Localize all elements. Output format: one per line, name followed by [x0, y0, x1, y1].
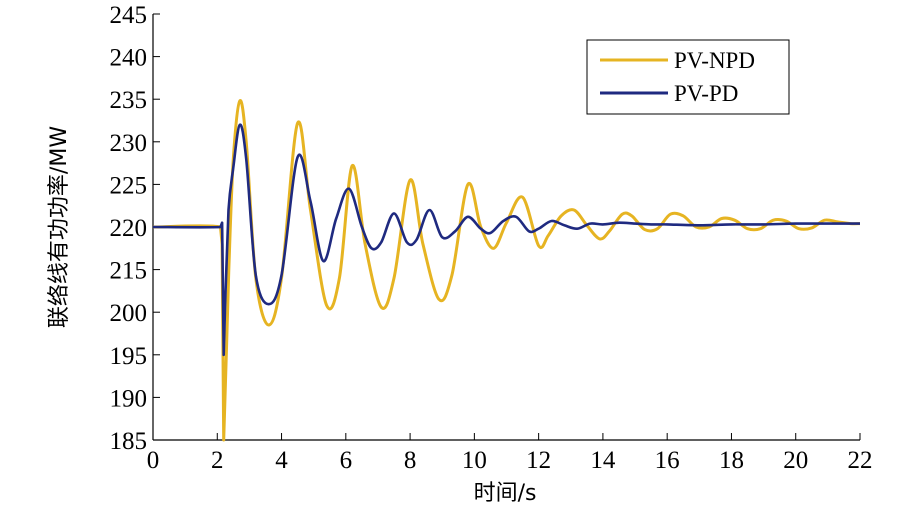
legend: PV-NPD PV-PD [586, 39, 790, 115]
y-tick-label: 240 [110, 45, 148, 72]
y-tick-label: 220 [110, 215, 148, 242]
x-tick-label: 22 [848, 447, 873, 474]
x-tick-label: 12 [526, 447, 551, 474]
series-layer [152, 99, 861, 442]
x-axis-label: 时间/s [474, 481, 537, 506]
y-tick-label: 215 [110, 258, 148, 285]
x-tick-label: 16 [655, 447, 680, 474]
tick-labels: 0 2 4 6 8 10 12 14 16 18 20 22 185 190 195 200 215 220 225… [110, 2, 873, 474]
legend-label-pv-npd: PV-NPD [674, 48, 755, 73]
y-tick-label: 245 [110, 2, 148, 29]
legend-box [586, 39, 790, 115]
x-tick-label: 4 [275, 447, 288, 474]
x-tick-label: 2 [211, 447, 224, 474]
x-tick-label: 8 [404, 447, 417, 474]
y-tick-label: 195 [110, 343, 148, 370]
x-tick-label: 10 [462, 447, 487, 474]
x-tick-label: 6 [340, 447, 353, 474]
y-tick-label: 230 [110, 130, 148, 157]
y-tick-label: 185 [110, 428, 148, 455]
series-line-pv-pd [152, 123, 860, 357]
y-axis-label: 联络线有功功率/MW [47, 126, 72, 328]
y-tick-label: 235 [110, 87, 148, 114]
y-tick-label: 190 [110, 385, 148, 412]
x-tick-label: 0 [147, 447, 160, 474]
x-tick-label: 18 [719, 447, 744, 474]
x-tick-label: 14 [590, 447, 616, 474]
series-line-pv-npd [152, 99, 861, 442]
y-tick-label: 225 [110, 172, 148, 199]
y-tick-label: 200 [110, 300, 148, 327]
legend-label-pv-pd: PV-PD [674, 81, 738, 106]
x-tick-label: 20 [783, 447, 808, 474]
axes [152, 13, 861, 441]
